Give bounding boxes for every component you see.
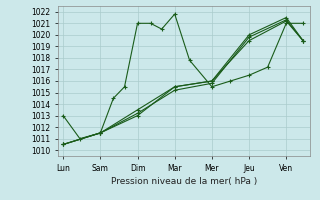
X-axis label: Pression niveau de la mer( hPa ): Pression niveau de la mer( hPa ) bbox=[111, 177, 257, 186]
